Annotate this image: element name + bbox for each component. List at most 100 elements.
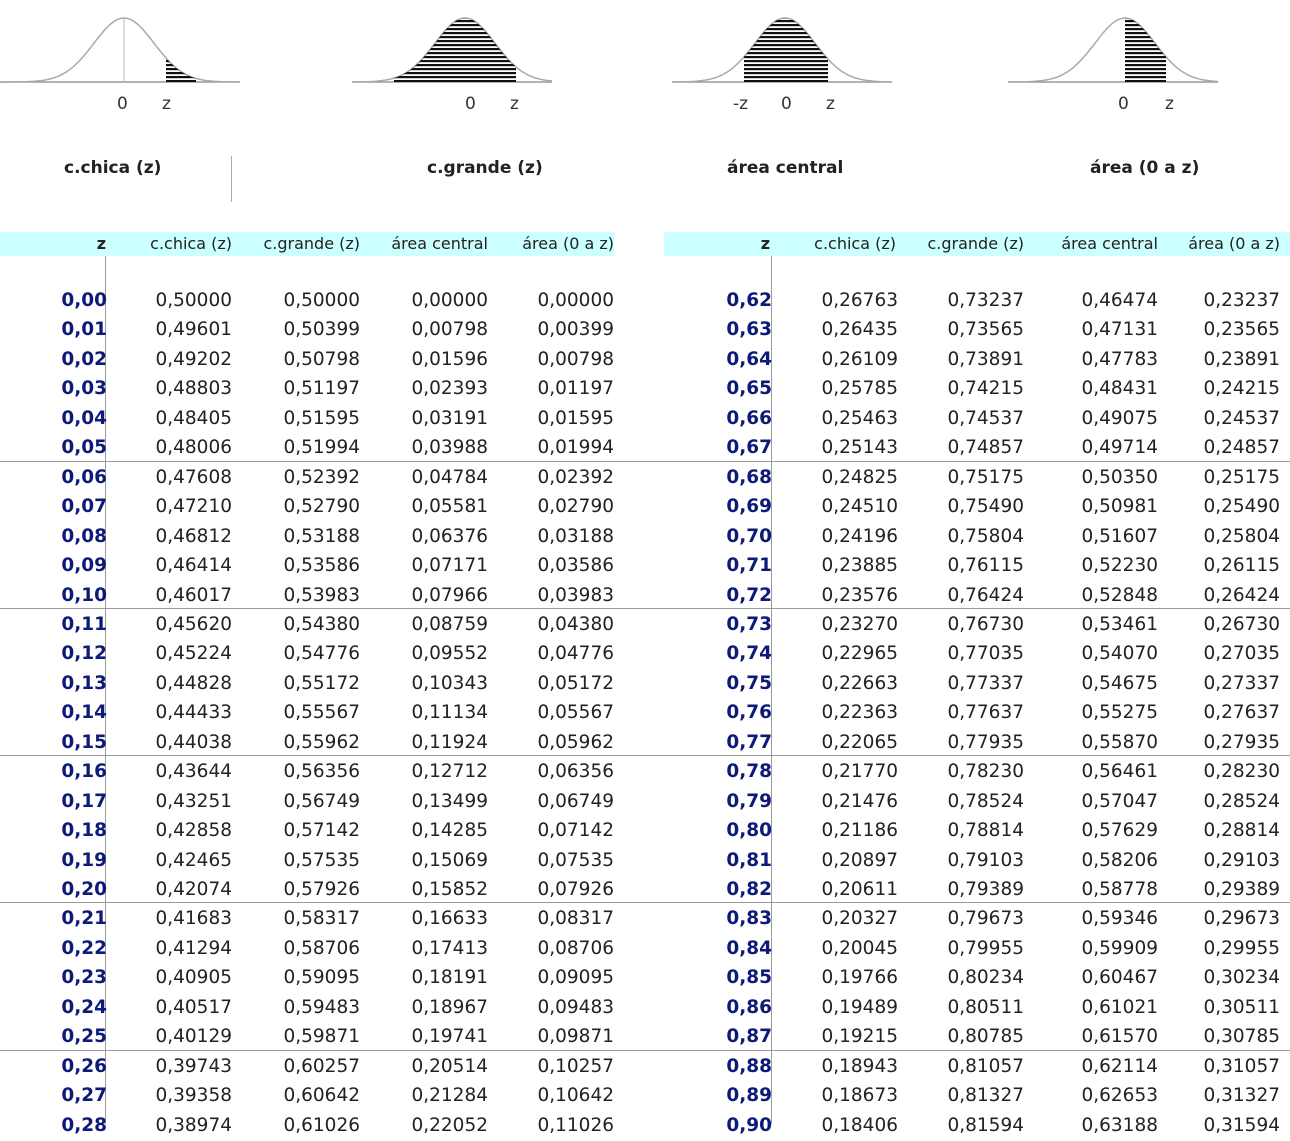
table-cell: 0,07966 (411, 584, 488, 606)
table-cell: 0,25490 (1203, 496, 1280, 518)
table-cell: 0,24510 (821, 496, 898, 518)
table-cell: 0,49601 (155, 319, 232, 341)
bell-curve-left-shade (352, 17, 552, 83)
z-value-cell: 0,77 (726, 731, 772, 753)
z-value-cell: 0,22 (61, 937, 107, 959)
table-cell: 0,53586 (283, 555, 360, 577)
z-value-cell: 0,64 (726, 348, 772, 370)
table-cell: 0,20897 (821, 849, 898, 871)
table-row: 0,02 0,49202 0,50798 0,01596 0,00798 0,64 0,26… (0, 345, 1290, 373)
table-cell: 0,47210 (155, 496, 232, 518)
table-cell: 0,50798 (283, 348, 360, 370)
table-cell: 0,80785 (947, 1026, 1024, 1048)
z-value-cell: 0,05 (61, 437, 107, 459)
table-row: 0,24 0,40517 0,59483 0,18967 0,09483 0,86 0,19… (0, 993, 1290, 1021)
caption-area-central: área central (727, 158, 844, 178)
table-row: 0,26 0,39743 0,60257 0,20514 0,10257 0,88 0,18… (0, 1052, 1290, 1080)
z-value-cell: 0,17 (61, 790, 107, 812)
table-cell: 0,48431 (1081, 378, 1158, 400)
table-row: 0,15 0,44038 0,55962 0,11924 0,05962 0,77 0,22… (0, 728, 1290, 756)
table-cell: 0,00798 (411, 319, 488, 341)
table-cell: 0,03988 (411, 437, 488, 459)
table-cell: 0,26424 (1203, 584, 1280, 606)
table-cell: 0,25463 (821, 407, 898, 429)
curve3-label-z: z (826, 94, 835, 114)
table-cell: 0,47131 (1081, 319, 1158, 341)
table-cell: 0,18967 (411, 996, 488, 1018)
table-cell: 0,09552 (411, 643, 488, 665)
z-value-cell: 0,11 (61, 613, 107, 635)
table-cell: 0,61570 (1081, 1026, 1158, 1048)
table-cell: 0,21770 (821, 761, 898, 783)
table-cell: 0,79103 (947, 849, 1024, 871)
table-row: 0,16 0,43644 0,56356 0,12712 0,06356 0,78 0,21… (0, 757, 1290, 785)
table-cell: 0,53461 (1081, 613, 1158, 635)
table-header-left-bg (0, 232, 614, 256)
table-cell: 0,50000 (283, 290, 360, 311)
table-cell: 0,12712 (411, 761, 488, 783)
z-value-cell: 0,13 (61, 672, 107, 694)
z-value-cell: 0,76 (726, 702, 772, 724)
table-cell: 0,19766 (821, 967, 898, 989)
table-cell: 0,23576 (821, 584, 898, 606)
table-row: 0,22 0,41294 0,58706 0,17413 0,08706 0,84 0,20… (0, 934, 1290, 962)
row-group-divider (0, 460, 1290, 462)
curve-c-chica-figure (0, 8, 240, 118)
header-left-cgrande: c.grande (z) (263, 234, 360, 253)
table-cell: 0,25175 (1203, 466, 1280, 488)
table-cell: 0,55567 (283, 702, 360, 724)
table-cell: 0,05962 (537, 731, 614, 753)
table-cell: 0,75175 (947, 466, 1024, 488)
curve3-label-0: 0 (781, 94, 792, 114)
z-value-cell: 0,00 (61, 290, 107, 311)
table-cell: 0,77637 (947, 702, 1024, 724)
table-cell: 0,46414 (155, 555, 232, 577)
table-cell: 0,21186 (821, 820, 898, 842)
table-cell: 0,18406 (821, 1114, 898, 1136)
z-value-cell: 0,72 (726, 584, 772, 606)
table-cell: 0,03191 (411, 407, 488, 429)
z-value-cell: 0,85 (726, 967, 772, 989)
table-cell: 0,77337 (947, 672, 1024, 694)
header-right-z: z (760, 234, 770, 253)
row-group-divider (0, 1049, 1290, 1051)
table-cell: 0,25785 (821, 378, 898, 400)
table-cell: 0,44433 (155, 702, 232, 724)
header-right-cchica: c.chica (z) (814, 234, 896, 253)
curve1-label-z: z (162, 94, 171, 114)
table-cell: 0,51607 (1081, 525, 1158, 547)
z-value-cell: 0,70 (726, 525, 772, 547)
z-value-cell: 0,83 (726, 908, 772, 930)
z-value-cell: 0,14 (61, 702, 107, 724)
table-cell: 0,31327 (1203, 1085, 1280, 1107)
table-cell: 0,57047 (1081, 790, 1158, 812)
table-cell: 0,40129 (155, 1026, 232, 1048)
table-cell: 0,76424 (947, 584, 1024, 606)
table-cell: 0,75490 (947, 496, 1024, 518)
table-row: 0,25 0,40129 0,59871 0,19741 0,09871 0,87 0,19… (0, 1022, 1290, 1050)
table-cell: 0,10343 (411, 672, 488, 694)
z-value-cell: 0,15 (61, 731, 107, 753)
table-cell: 0,30234 (1203, 967, 1280, 989)
bell-curve-zero-to-z (1008, 17, 1218, 83)
table-cell: 0,43644 (155, 761, 232, 783)
table-cell: 0,42465 (155, 849, 232, 871)
table-cell: 0,49202 (155, 348, 232, 370)
row-group-divider (0, 607, 1290, 609)
table-cell: 0,76730 (947, 613, 1024, 635)
table-cell: 0,56461 (1081, 761, 1158, 783)
table-cell: 0,03983 (537, 584, 614, 606)
table-cell: 0,27637 (1203, 702, 1280, 724)
curve4-label-z: z (1165, 94, 1174, 114)
table-cell: 0,57926 (283, 879, 360, 900)
header-left-z: z (96, 234, 106, 253)
table-cell: 0,55962 (283, 731, 360, 753)
table-cell: 0,26763 (821, 290, 898, 311)
table-cell: 0,07171 (411, 555, 488, 577)
curve2-label-z: z (510, 94, 519, 114)
table-row: 0,18 0,42858 0,57142 0,14285 0,07142 0,80 0,21… (0, 816, 1290, 844)
header-right-cgrande: c.grande (z) (927, 234, 1024, 253)
z-value-cell: 0,18 (61, 820, 107, 842)
z-value-cell: 0,01 (61, 319, 107, 341)
table-row: 0,11 0,45620 0,54380 0,08759 0,04380 0,73 0,23… (0, 610, 1290, 638)
